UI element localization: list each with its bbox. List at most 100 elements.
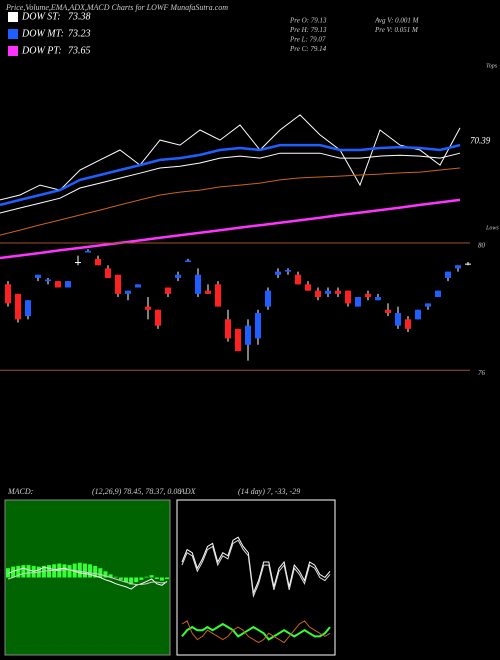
info-text: Pre H: 79.13 [289,26,327,34]
histogram-bar [123,577,128,583]
histogram-bar [149,575,154,578]
candle-body [195,274,201,294]
candle-body [365,293,371,298]
legend-swatch [8,12,18,22]
legend-value: 73.23 [68,28,91,39]
candle-body [305,284,311,291]
chart-title: Price,Volume,EMA,ADX,MACD Charts for LOW… [5,3,228,12]
legend-value: 73.65 [68,45,91,56]
adx-line [181,622,331,641]
histogram-bar [88,564,93,578]
ema-line [0,114,461,201]
adx-line [181,620,331,644]
candle-body [25,300,31,317]
legend-swatch [8,29,18,39]
panel-params: (14 day) 7, -33, -29 [238,487,300,496]
histogram-bar [6,568,10,578]
candle-body [15,293,21,320]
histogram-bar [11,566,16,578]
candle-body [185,260,191,263]
y-tick-label: 76 [478,369,486,377]
histogram-bar [113,576,118,578]
candle-body [145,306,151,310]
legend-swatch [8,46,18,56]
candle-body [275,271,281,275]
lows-label: Lows [485,225,499,231]
ema-line [0,198,461,260]
histogram-bar [21,565,26,578]
histogram-bar [144,576,149,578]
candle-body [325,290,331,294]
candle-body [125,290,131,294]
histogram-bar [47,565,52,578]
histogram-bar [82,563,87,578]
candle-body [155,309,161,326]
histogram-bar [154,577,159,580]
info-text: Pre V: 0.051 M [374,26,419,34]
candle-body [105,268,111,278]
candle-body [215,284,221,307]
info-text: Pre O: 79.13 [289,17,327,25]
candle-body [295,274,301,285]
panel-params: (12,26,9) 78.45, 78.37, 0.08 [92,487,181,496]
y-tick-label: 70.39 [470,135,491,145]
tops-label: Tops [486,63,498,69]
histogram-bar [129,577,134,585]
macd-line [7,566,168,590]
histogram-bar [103,571,108,578]
histogram-bar [26,565,31,578]
candle-body [85,250,91,253]
ema-line [0,167,461,236]
candle-body [225,319,231,339]
candle-body [255,312,261,339]
panel-label: ADX [179,487,197,496]
candle-body [315,290,321,298]
candle-body [5,284,11,304]
candle-body [265,290,271,307]
histogram-bar [139,577,144,580]
candle-body [235,328,241,352]
candle-body [165,287,171,294]
candle-body [415,309,421,320]
info-text: Pre L: 79.07 [289,36,326,44]
candle-body [95,258,101,266]
histogram-bar [77,562,82,578]
candle-body [345,290,351,304]
candle-body [355,297,361,307]
candle-body [35,274,41,278]
ema-line [0,152,461,214]
histogram-bar [159,577,164,581]
candle-body [75,262,81,264]
histogram-bar [165,577,169,580]
candle-body [205,290,211,294]
legend-label: DOW PT: [21,45,62,56]
histogram-bar [62,564,67,578]
candle-body [135,284,141,288]
candle-body [435,290,441,298]
candle-body [245,325,251,345]
legend-value: 73.38 [68,11,91,22]
panel-label: MACD: [7,487,34,496]
candle-body [385,309,391,313]
y-tick-label: 80 [478,242,486,250]
candle-body [115,274,121,294]
adx-line [181,536,331,595]
candle-body [335,290,341,294]
candle-body [65,281,71,288]
panel [176,499,336,656]
candle-body [375,297,381,301]
candle-body [405,319,411,329]
ema-line [0,143,461,207]
info-text: Pre C: 79.14 [289,45,327,53]
candle-body [455,265,461,269]
candle-body [45,279,51,282]
candle-body [425,303,431,307]
histogram-bar [67,565,72,578]
histogram-bar [134,577,139,583]
candle-body [445,271,451,278]
info-text: Avg V: 0.001 M [374,17,420,25]
legend-label: DOW MT: [21,28,64,39]
candle-body [55,281,61,288]
candle-body [395,312,401,326]
